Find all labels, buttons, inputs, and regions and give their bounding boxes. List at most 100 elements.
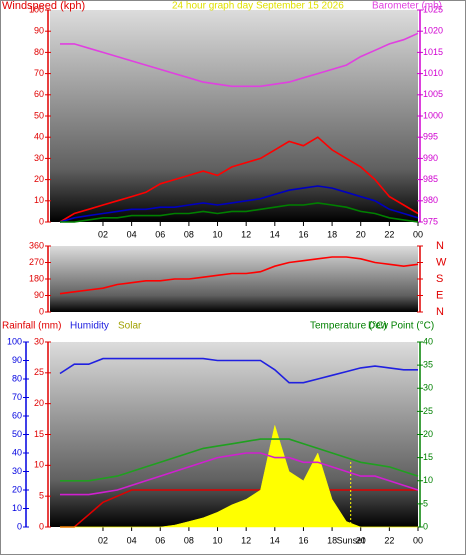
y-tick-label: 40 <box>34 132 44 142</box>
x-tick-label: 18 <box>327 535 337 545</box>
y-tick-label: 1005 <box>423 89 443 99</box>
legend-entry: Temperature (°C) <box>310 321 387 332</box>
x-tick-label: 02 <box>98 229 108 239</box>
chart-title: 24 hour graph day September 15 2026 <box>172 1 344 12</box>
x-tick-label: 00 <box>413 229 423 239</box>
x-tick-label: 16 <box>298 535 308 545</box>
x-tick-label: 08 <box>184 229 194 239</box>
y-tick-label: 40 <box>12 447 22 457</box>
y-tick-label: W <box>436 256 447 268</box>
x-tick-label: 16 <box>298 229 308 239</box>
y-tick-label: 90 <box>12 355 22 365</box>
x-tick-label: 06 <box>155 535 165 545</box>
x-tick-label: 14 <box>270 535 280 545</box>
x-tick-label: 22 <box>384 535 394 545</box>
annotation: Sunset <box>337 535 366 545</box>
x-tick-label: 00 <box>413 535 423 545</box>
y-tick-label: 15 <box>34 429 44 439</box>
y-tick-label: 70 <box>34 68 44 78</box>
y-tick-label: 10 <box>12 503 22 513</box>
y-tick-label: 1020 <box>423 26 443 36</box>
y-tick-label: E <box>436 289 443 301</box>
y-tick-label: 80 <box>12 373 22 383</box>
y-tick-label: 985 <box>423 174 438 184</box>
x-tick-label: 06 <box>155 229 165 239</box>
y-tick-label: 70 <box>12 392 22 402</box>
y-tick-label: N <box>436 306 444 318</box>
y-tick-label: 0 <box>17 521 22 531</box>
y-tick-label: 10 <box>34 460 44 470</box>
y-tick-label: 20 <box>423 429 433 439</box>
x-tick-label: 22 <box>384 229 394 239</box>
y-tick-label: 10 <box>423 475 433 485</box>
y-tick-label: 30 <box>34 336 44 346</box>
y-tick-label: 90 <box>34 26 44 36</box>
plot-area <box>50 246 418 312</box>
line <box>60 438 419 482</box>
y-tick-label: 30 <box>423 383 433 393</box>
legend-entry: Solar <box>118 321 142 332</box>
x-tick-label: 20 <box>356 535 366 545</box>
legend-entry: Barometer (mb) <box>372 1 442 12</box>
y-tick-label: 80 <box>34 47 44 57</box>
y-tick-label: 995 <box>423 132 438 142</box>
y-tick-label: 15 <box>423 452 433 462</box>
y-tick-label: S <box>436 273 443 285</box>
y-tick-label: 1025 <box>423 4 443 14</box>
x-tick-label: 12 <box>241 535 251 545</box>
y-tick-label: 60 <box>12 410 22 420</box>
y-tick-label: 50 <box>12 429 22 439</box>
y-tick-label: 100 <box>7 336 22 346</box>
x-tick-label: 14 <box>270 229 280 239</box>
y-tick-label: 5 <box>39 491 44 501</box>
y-axis-label: Windspeed (kph) <box>2 0 85 12</box>
y-tick-label: 0 <box>39 521 44 531</box>
y-tick-label: 5 <box>423 498 428 508</box>
y-tick-label: 25 <box>423 406 433 416</box>
y-tick-label: 50 <box>34 110 44 120</box>
plot-area <box>50 342 418 527</box>
y-tick-label: 0 <box>39 216 44 226</box>
x-tick-label: 20 <box>356 229 366 239</box>
y-tick-label: 270 <box>29 257 44 267</box>
legend-entry: Rainfall (mm) <box>2 321 61 332</box>
legend-entry: Dew Point (°C) <box>368 321 434 332</box>
y-tick-label: N <box>436 240 444 252</box>
y-tick-label: 1010 <box>423 68 443 78</box>
y-tick-label: 1000 <box>423 110 443 120</box>
line <box>59 136 419 223</box>
plot-area <box>50 10 418 222</box>
y-tick-label: 0 <box>423 521 428 531</box>
line <box>59 185 419 223</box>
y-tick-label: 20 <box>34 174 44 184</box>
line <box>60 489 418 528</box>
x-tick-label: 12 <box>241 229 251 239</box>
legend-entry: Humidity <box>70 321 109 332</box>
y-tick-label: 35 <box>423 360 433 370</box>
y-tick-label: 60 <box>34 89 44 99</box>
y-tick-label: 975 <box>423 216 438 226</box>
y-tick-label: 20 <box>34 398 44 408</box>
y-tick-label: 30 <box>34 153 44 163</box>
y-tick-label: 360 <box>29 240 44 250</box>
y-tick-label: 980 <box>423 195 438 205</box>
y-tick-label: 1015 <box>423 47 443 57</box>
line <box>59 256 419 295</box>
y-tick-label: 90 <box>34 290 44 300</box>
line <box>60 452 419 496</box>
line <box>60 202 419 223</box>
x-tick-label: 10 <box>213 229 223 239</box>
y-tick-label: 20 <box>12 484 22 494</box>
x-tick-label: 04 <box>127 535 137 545</box>
area <box>60 424 418 528</box>
x-tick-label: 04 <box>127 229 137 239</box>
line <box>59 357 418 384</box>
y-tick-label: 30 <box>12 466 22 476</box>
y-tick-label: 0 <box>39 306 44 316</box>
x-tick-label: 18 <box>327 229 337 239</box>
x-tick-label: 10 <box>213 535 223 545</box>
x-tick-label: 08 <box>184 535 194 545</box>
x-tick-label: 02 <box>98 535 108 545</box>
y-tick-label: 40 <box>423 336 433 346</box>
